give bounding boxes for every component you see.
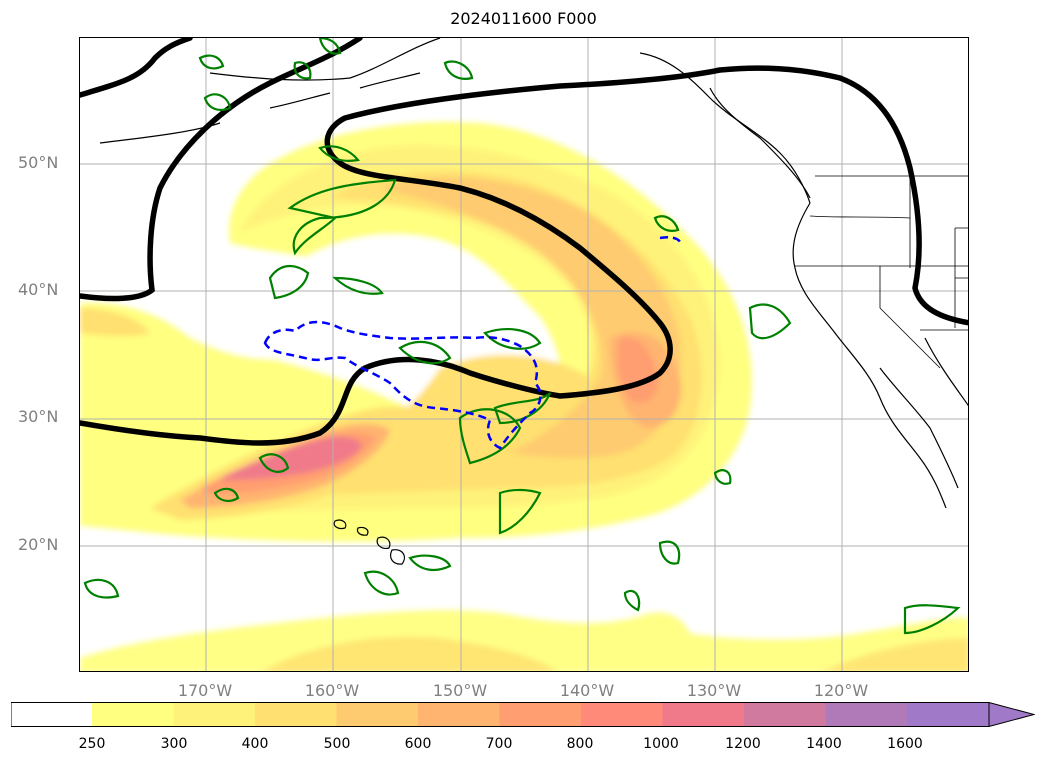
political-borders: [795, 175, 968, 369]
colorbar-segment: [744, 702, 826, 727]
green-contour-14: [83, 578, 120, 599]
colorbar-segment: [92, 702, 174, 727]
black-contour-alaska-arc: [80, 38, 363, 302]
ivt-shading: [80, 121, 968, 671]
ivt-jet-core: [220, 436, 362, 480]
map-canvas: [80, 38, 968, 671]
green-contour-10: [213, 487, 240, 502]
black-contours: [80, 38, 968, 446]
green-contour-1: [287, 178, 397, 256]
green-contour-23: [203, 93, 232, 112]
green-contour-2: [268, 265, 310, 300]
green-contour-12: [363, 570, 400, 596]
colorbar-segment: [418, 702, 500, 727]
green-contour-11: [498, 488, 542, 535]
blue-dashed-contour-main: [263, 320, 542, 450]
colorbar-segment: [499, 702, 581, 727]
green-contour-9: [258, 453, 290, 473]
colorbar-segments: [11, 702, 989, 727]
green-contours: [83, 38, 961, 635]
lon-label-140w: 140°W: [559, 681, 615, 700]
coast-gulf-ca: [924, 337, 968, 407]
coast-alaska: [209, 38, 441, 81]
colorbar-segment: [11, 702, 92, 727]
colorbar: [11, 702, 1035, 727]
green-contour-24: [318, 38, 342, 55]
colorbar-segment: [825, 702, 907, 727]
coast-hawaii-4: [390, 549, 405, 565]
green-contour-21: [443, 60, 474, 80]
colorbar-tick-300: 300: [160, 736, 188, 752]
green-contour-22: [293, 61, 312, 80]
ivt-band-south-inner: [263, 636, 557, 671]
colorbar-tick-500: 500: [323, 736, 351, 752]
ivt-plume-500: [380, 177, 681, 459]
green-contour-4: [332, 276, 384, 295]
green-contour-5: [398, 340, 452, 365]
colorbar-extend-arrow: [988, 702, 1035, 727]
green-contour-25: [653, 215, 680, 232]
green-contour-13: [408, 554, 452, 572]
colorbar-tick-600: 600: [404, 736, 432, 752]
coast-hawaii-2: [356, 526, 369, 536]
colorbar-tick-700: 700: [485, 736, 513, 752]
green-contour-7: [458, 408, 522, 465]
black-contour-main: [80, 65, 968, 446]
colorbar-segment: [662, 702, 744, 727]
lon-label-160w: 160°W: [304, 681, 360, 700]
border-nv-ca: [879, 266, 941, 369]
map-panel: [79, 37, 969, 672]
colorbar-segment: [581, 702, 663, 727]
green-contour-6: [483, 328, 542, 350]
green-contour-20: [198, 54, 225, 70]
border-box-ne: [955, 227, 968, 279]
blue-dashed-contours: [263, 235, 682, 450]
ivt-plume-west: [80, 338, 190, 371]
green-contour-3: [318, 145, 361, 162]
coast-hawaii-1: [333, 519, 347, 530]
colorbar-segment: [255, 702, 337, 727]
ivt-patch-west: [80, 308, 150, 337]
lon-label-170w: 170°W: [177, 681, 233, 700]
colorbar-tick-250: 250: [78, 736, 106, 752]
lon-label-130w: 130°W: [686, 681, 742, 700]
lat-label-40n: 40°N: [18, 280, 59, 299]
coast-baja: [879, 367, 959, 489]
lat-label-50n: 50°N: [18, 153, 59, 172]
coast-hawaii-3: [376, 536, 391, 549]
border-wa-or: [809, 215, 911, 219]
green-contour-19: [713, 469, 732, 485]
lat-label-30n: 30°N: [18, 407, 59, 426]
coastlines: [99, 38, 968, 565]
map-title: 2024011600 F000: [450, 9, 597, 28]
black-contour-north-loop: [80, 38, 193, 98]
green-contour-15: [748, 303, 792, 340]
coast-west-us: [792, 202, 947, 509]
lon-label-120w: 120°W: [813, 681, 869, 700]
colorbar-tick-1400: 1400: [806, 736, 842, 752]
colorbar-tick-1000: 1000: [643, 736, 679, 752]
colorbar-segment: [336, 702, 418, 727]
green-contour-17: [623, 589, 641, 612]
coast-bc: [709, 87, 811, 199]
colorbar-segment: [907, 702, 989, 727]
green-contour-18: [903, 604, 961, 635]
blue-dashed-contour-small: [659, 235, 682, 243]
colorbar-segment: [173, 702, 255, 727]
colorbar-tick-800: 800: [566, 736, 594, 752]
green-contour-16: [658, 540, 681, 565]
lon-label-150w: 150°W: [432, 681, 488, 700]
lat-label-20n: 20°N: [18, 535, 59, 554]
green-contour-8: [493, 392, 552, 425]
colorbar-tick-1200: 1200: [725, 736, 761, 752]
ivt-band-south-east: [824, 638, 968, 671]
colorbar-tick-1600: 1600: [887, 736, 923, 752]
colorbar-tick-400: 400: [241, 736, 269, 752]
map-gridlines: [80, 38, 968, 671]
